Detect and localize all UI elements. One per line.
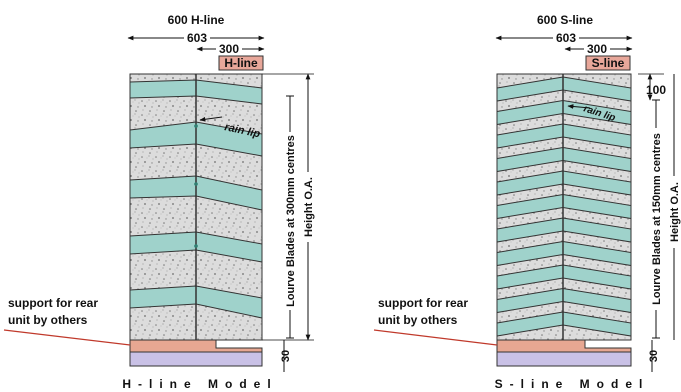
h-line-tag: [218, 55, 264, 71]
half-width-value: 300: [219, 42, 239, 56]
s-support-label-line1: support for rear: [378, 296, 468, 310]
base-dimension-value: 30: [280, 350, 292, 362]
s-louvre-blades: [496, 76, 632, 337]
h-rear-support: [129, 339, 263, 353]
overall-width-value: 603: [556, 31, 576, 45]
s-line-caption: S-line Model: [495, 377, 650, 391]
h-line-title: 600 H-line: [168, 13, 225, 27]
h-line-tag-label: H-line: [224, 56, 258, 70]
rain-lip-marker: [194, 124, 198, 128]
s-line-tag: [585, 55, 631, 71]
rain-lip-marker: [194, 182, 198, 186]
s-support-leader: [373, 329, 498, 346]
h-line-panel: 600 H-line 603 300 H-line rain lip suppo…: [3, 13, 315, 391]
blade-spacing-label: Lourve Blades at 300mm centres: [285, 135, 297, 307]
base-dimension-value: 30: [648, 350, 660, 362]
s-support-label-line2: unit by others: [378, 313, 458, 327]
rain-lip-pointer: [567, 104, 591, 109]
s-rear-support: [496, 339, 632, 353]
h-support-label-line1: support for rear: [8, 296, 98, 310]
top-offset-value: 100: [646, 83, 666, 97]
h-support-label-line2: unit by others: [8, 313, 88, 327]
blade-spacing-label: Lourve Blades at 150mm centres: [651, 133, 663, 305]
rain-lip-pointer: [199, 116, 223, 122]
half-width-value: 300: [587, 42, 607, 56]
h-support-leader: [3, 329, 131, 346]
rain-lip-marker: [194, 244, 198, 248]
overall-width-value: 603: [187, 31, 207, 45]
s-line-title: 600 S-line: [537, 13, 593, 27]
s-line-tag-label: S-line: [592, 56, 625, 70]
h-line-caption: H-line Model: [122, 377, 277, 391]
h-floor-slab: [129, 351, 263, 367]
height-label: Height O.A.: [303, 177, 315, 237]
height-label: Height O.A.: [669, 182, 681, 242]
s-floor-slab: [496, 351, 632, 367]
s-line-panel: 600 S-line 603 300 S-line rain lip suppo…: [373, 13, 681, 391]
